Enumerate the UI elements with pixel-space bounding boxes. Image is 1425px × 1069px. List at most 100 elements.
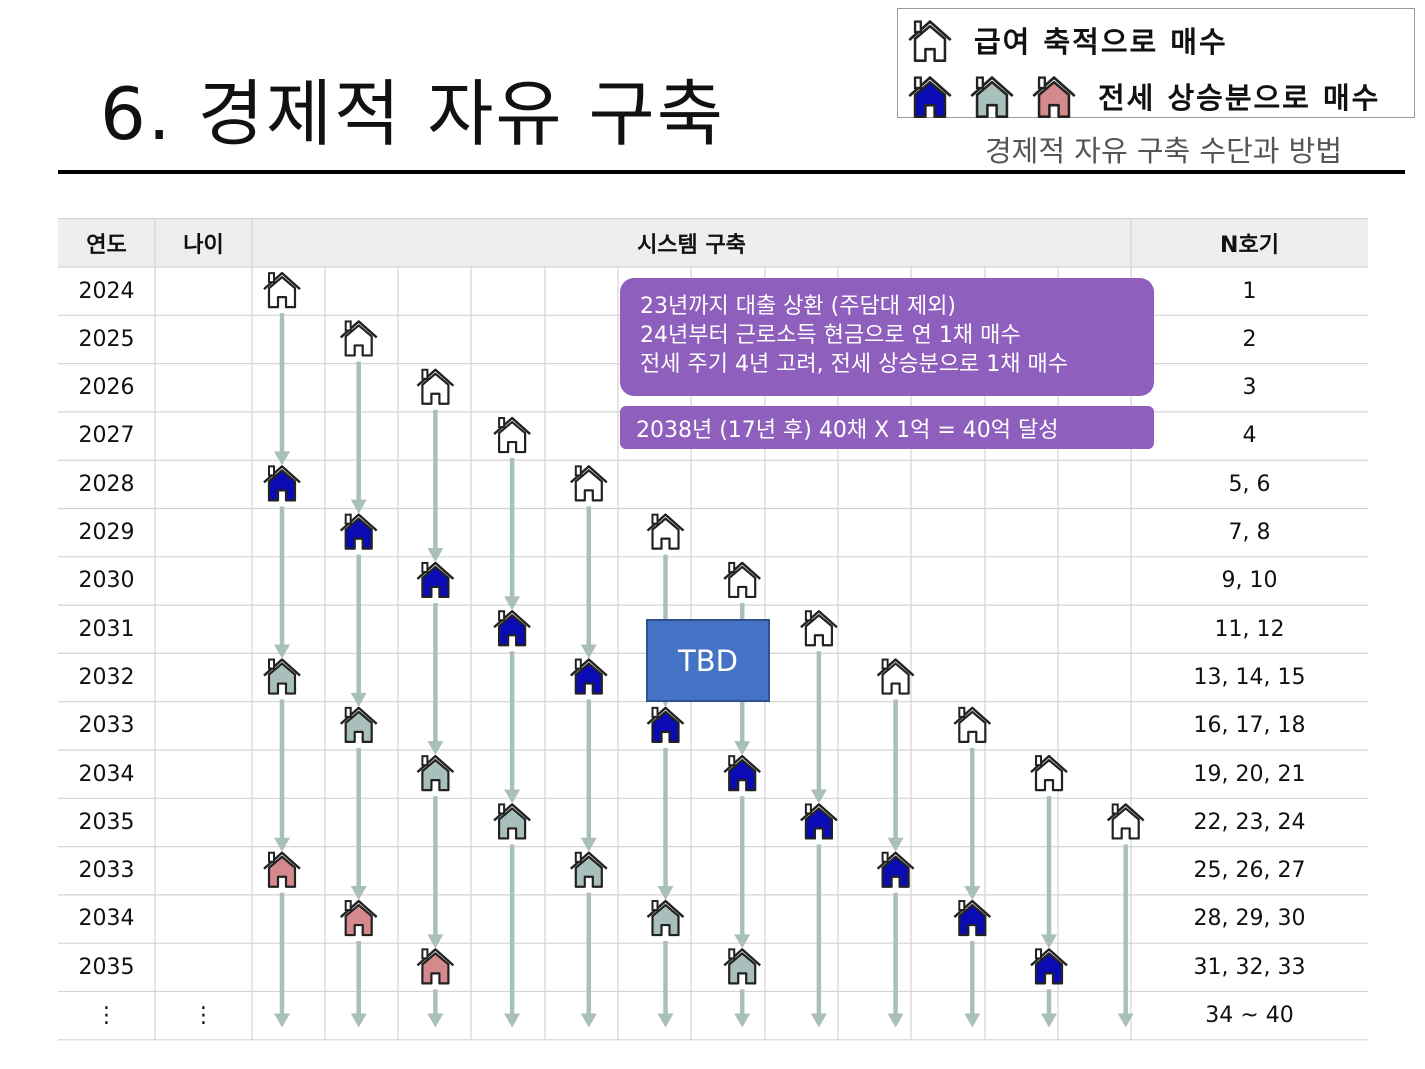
page-title: 6. 경제적 자유 구축 — [100, 72, 726, 156]
flow-arrow-head — [274, 837, 290, 852]
flow-arrow-head — [1041, 1013, 1057, 1028]
row-year: 2030 — [78, 568, 135, 594]
house-gray-icon — [723, 948, 761, 985]
house-navy-icon — [1030, 948, 1068, 985]
house-navy-icon — [908, 76, 952, 118]
house-navy-icon — [800, 803, 838, 840]
flow-arrow-head — [274, 1013, 290, 1028]
row-n-units: 4 — [1242, 423, 1257, 449]
flow-arrow-head — [580, 644, 597, 659]
flow-arrow-head — [964, 886, 981, 901]
house-navy-icon — [570, 658, 608, 695]
house-outline-icon — [876, 658, 915, 695]
house-outline-icon — [263, 271, 301, 309]
flow-arrow-head — [657, 1013, 674, 1028]
row-year: 2033 — [78, 713, 135, 739]
legend-box: 급여 축적으로 매수 전세 상승분으로 매수 — [897, 8, 1415, 118]
flow-arrow-head — [350, 1013, 367, 1028]
row-n-units: 28, 29, 30 — [1193, 906, 1306, 932]
house-navy-icon — [953, 899, 992, 937]
house-navy-icon — [339, 513, 378, 550]
row-age: ⋮ — [192, 1003, 215, 1028]
strategy-note-line: 23년까지 대출 상환 (주담대 제외) — [640, 294, 957, 319]
row-n-units: 13, 14, 15 — [1193, 664, 1306, 690]
house-gray-icon — [263, 658, 301, 695]
row-year: 2035 — [78, 954, 135, 980]
flow-arrow-head — [350, 692, 367, 707]
row-n-units: 5, 6 — [1228, 471, 1271, 497]
house-navy-icon — [723, 754, 761, 792]
strategy-note-line: 24년부터 근로소득 현금으로 연 1채 매수 — [640, 323, 1021, 348]
flow-arrow-head — [427, 741, 444, 756]
row-year: 2032 — [78, 664, 135, 690]
flow-arrow-head — [657, 886, 674, 901]
legend-salary-label: 급여 축적으로 매수 — [974, 25, 1228, 59]
row-year: ⋮ — [95, 1003, 118, 1028]
house-navy-icon — [416, 561, 455, 599]
row-year: 2028 — [78, 471, 135, 497]
flow-arrow-head — [350, 499, 367, 514]
flow-arrow-head — [350, 886, 367, 901]
flow-arrow-head — [504, 596, 521, 611]
legend-row-salary: 급여 축적으로 매수 — [906, 17, 1228, 63]
row-n-units: 19, 20, 21 — [1193, 761, 1306, 787]
house-gray-icon — [416, 754, 455, 792]
row-n-units: 1 — [1242, 278, 1257, 304]
flow-arrow-head — [427, 934, 444, 949]
flow-arrow-head — [887, 837, 904, 852]
flow-arrow-head — [734, 1013, 751, 1028]
goal-callout: 2038년 (17년 후) 40채 X 1억 = 40억 달성 — [620, 406, 1154, 449]
row-n-units: 34 ~ 40 — [1205, 1003, 1294, 1028]
row-n-units: 2 — [1242, 326, 1257, 352]
house-outline-icon — [1030, 754, 1068, 792]
house-outline-icon — [908, 20, 952, 62]
house-pink-icon — [1032, 76, 1076, 118]
row-n-units: 3 — [1242, 375, 1257, 401]
house-outline-icon — [416, 368, 455, 405]
row-n-units: 11, 12 — [1214, 616, 1285, 642]
flow-arrow-head — [427, 547, 444, 562]
header-year: 연도 — [86, 232, 127, 258]
strategy-note-callout: 23년까지 대출 상환 (주담대 제외) 24년부터 근로소득 현금으로 연 1… — [620, 278, 1154, 396]
row-n-units: 31, 32, 33 — [1193, 954, 1306, 980]
schedule-table: 연도 나이 시스템 구축 N호기 2024 1 2025 2 2026 3 2027 4 202… — [58, 218, 1368, 1041]
header-n-units: N호기 — [1220, 232, 1279, 258]
header-system: 시스템 구축 — [637, 232, 746, 258]
row-year: 2034 — [78, 761, 135, 787]
house-gray-icon — [493, 803, 531, 840]
house-gray-icon — [646, 899, 685, 937]
flow-arrow-head — [734, 934, 751, 949]
house-navy-icon — [876, 851, 915, 888]
house-gray-icon — [970, 76, 1014, 118]
row-n-units: 9, 10 — [1221, 568, 1278, 594]
row-n-units: 16, 17, 18 — [1193, 713, 1306, 739]
house-pink-icon — [1032, 76, 1076, 118]
house-gray-icon — [970, 76, 1014, 118]
house-navy-icon — [908, 76, 952, 118]
house-outline-icon — [1106, 803, 1145, 840]
house-outline-icon — [493, 416, 531, 454]
row-year: 2034 — [78, 906, 135, 932]
flow-arrow-head — [274, 644, 290, 659]
flow-arrow-head — [1041, 934, 1057, 949]
legend-jeonse-label: 전세 상승분으로 매수 — [1098, 81, 1381, 115]
house-pink-icon — [263, 851, 301, 888]
page-subtitle: 경제적 자유 구축 수단과 방법 — [985, 134, 1343, 168]
row-year: 2031 — [78, 616, 135, 642]
row-year: 2033 — [78, 858, 135, 884]
flow-arrow-head — [504, 789, 521, 804]
house-navy-icon — [646, 706, 685, 743]
house-gray-icon — [570, 851, 608, 888]
house-outline-icon — [908, 20, 952, 62]
row-year: 2029 — [78, 520, 135, 545]
house-outline-icon — [800, 610, 838, 647]
strategy-note-line: 전세 주기 4년 고려, 전세 상승분으로 1채 매수 — [640, 352, 1069, 377]
house-outline-icon — [646, 513, 685, 550]
house-outline-icon — [570, 465, 608, 502]
row-year: 2025 — [78, 326, 135, 352]
title-divider — [58, 170, 1405, 174]
flow-arrow-head — [580, 1013, 597, 1028]
row-year: 2027 — [78, 423, 135, 449]
flow-arrow-head — [504, 1013, 521, 1028]
header-background — [58, 218, 1368, 267]
